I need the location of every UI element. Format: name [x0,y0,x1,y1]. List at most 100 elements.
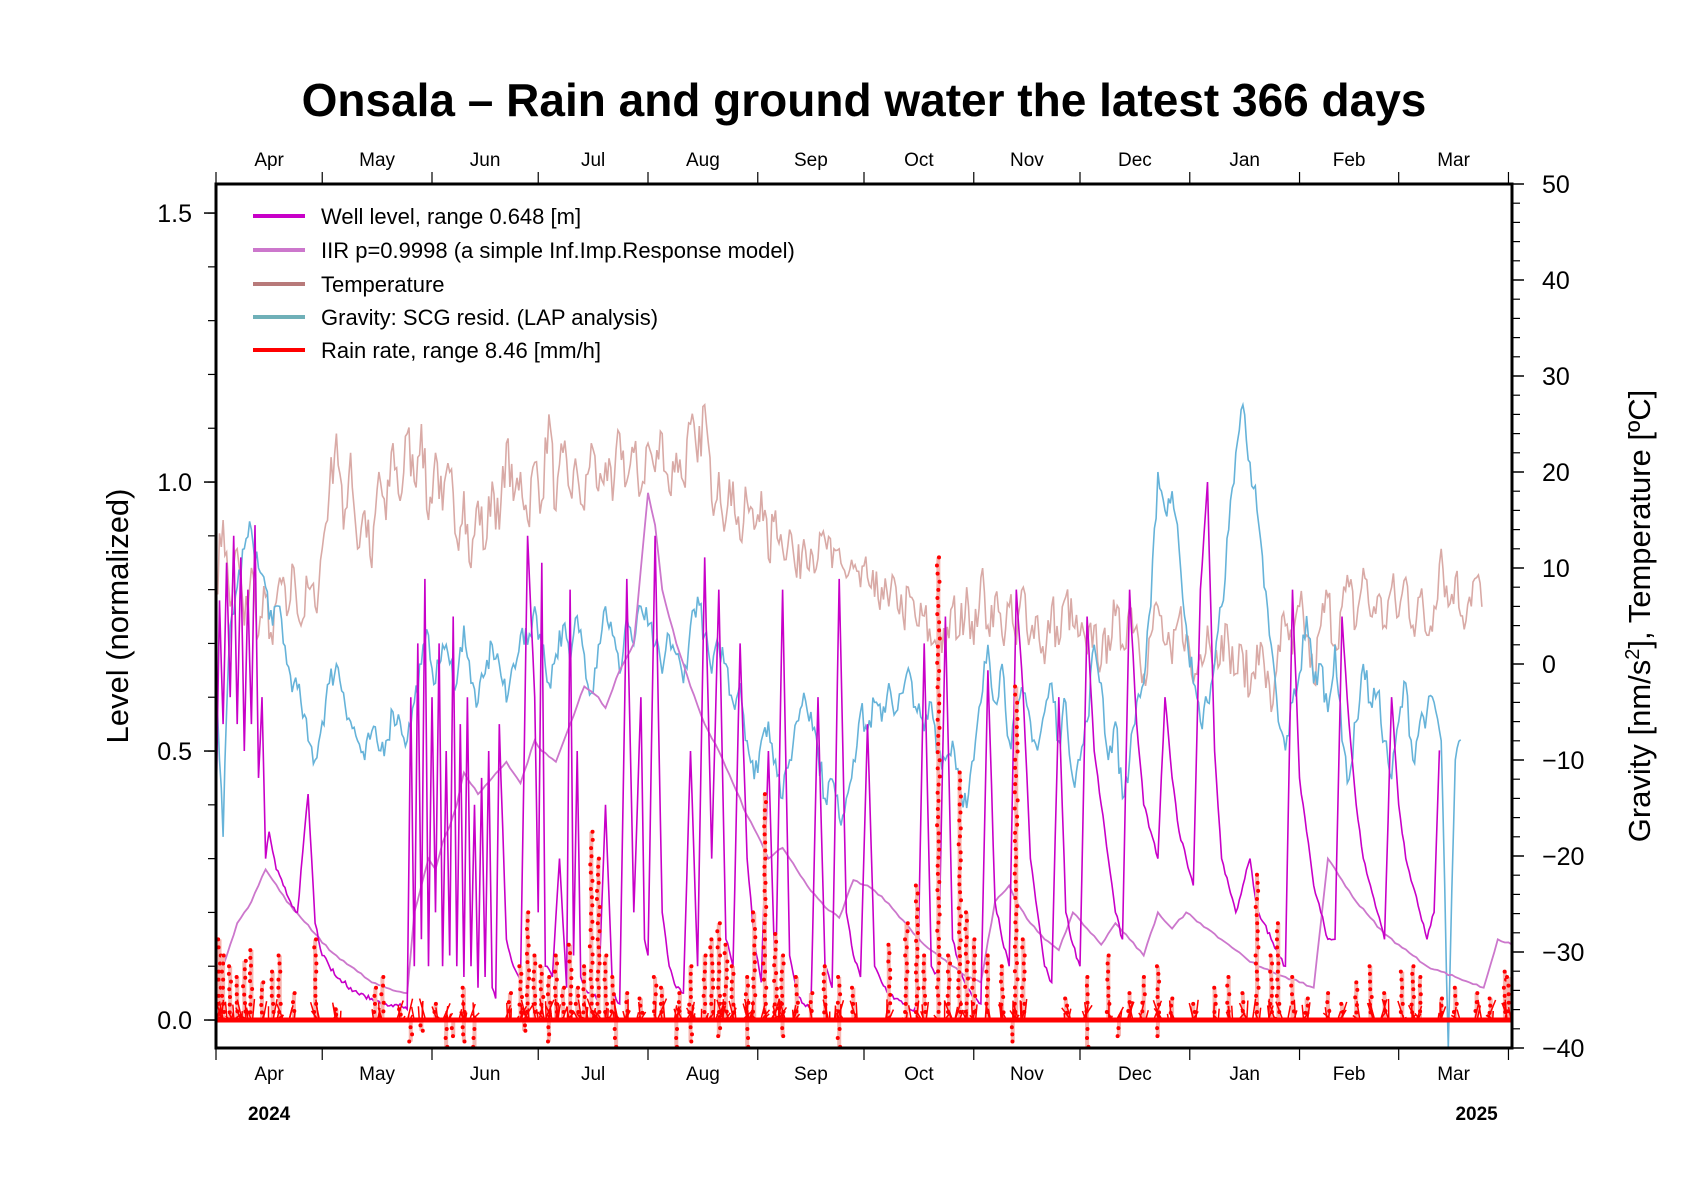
rain-point [220,993,225,998]
rain-point [1368,987,1373,992]
rain-point [1225,1000,1230,1005]
rain-point [729,987,734,992]
y2-axis-title: Gravity [nm/s2], Temperature [ºC] [1622,390,1657,843]
rain-point [837,983,842,988]
rain-point [525,935,530,940]
rain-point [935,717,940,722]
rain-point [603,993,608,998]
rain-point [1014,952,1019,957]
rain-point [935,660,940,665]
rain-point [1253,953,1258,958]
rain-point [957,970,962,975]
rain-point [936,944,941,949]
rain-point [972,937,977,942]
rain-point [701,977,706,982]
rain-point [958,810,963,815]
rain-point [957,866,962,871]
rain-spike [276,1003,284,1021]
rain-point [888,967,893,972]
rain-point [589,1001,594,1006]
rain-point [1400,985,1405,990]
rain-point [914,994,919,999]
rain-point [710,961,715,966]
rain-point [1400,1001,1405,1006]
rain-point [524,951,529,956]
rain-point [725,959,730,964]
rain-point [1326,991,1331,996]
rain-point [221,953,226,958]
rain-point [589,985,594,990]
rain-point [937,758,942,763]
rain-point [1014,961,1019,966]
rain-point [773,947,778,952]
rain-point [887,951,892,956]
x-bottom-month-label: Jul [581,1064,605,1085]
rain-point [689,964,694,969]
rain-point [247,971,252,976]
rain-point [849,985,854,990]
rain-point [689,1039,694,1044]
rain-point [904,945,909,950]
rain-point [973,993,978,998]
rain-point [764,905,769,910]
rain-point [1506,983,1511,988]
rain-point [1013,684,1018,689]
rain-point [937,620,942,625]
rain-point [1154,964,1159,969]
rain-point [936,920,941,925]
rain-point [314,961,319,966]
rain-point [1020,985,1025,990]
rain-point [1015,977,1020,982]
rain-point [905,929,910,934]
rain-point [903,977,908,982]
rain-point [1453,993,1458,998]
rain-point [676,1000,681,1005]
rain-point [248,948,253,953]
rain-point [248,963,253,968]
rain-point [604,1001,609,1006]
rain-point [589,846,594,851]
rain-point [729,979,734,984]
rain-point [234,974,239,979]
rain-point [914,938,919,943]
rain-spike [656,998,668,1021]
rain-point [1015,904,1020,909]
rain-point [596,985,601,990]
rain-point [905,969,910,974]
rain-point [1268,953,1273,958]
rain-point [963,984,968,989]
rain-point [886,959,891,964]
rain-point [525,918,530,923]
x-bottom-month-label: Feb [1333,1064,1366,1085]
rain-point [460,993,465,998]
rain-point [546,1025,551,1030]
rain-point [984,993,989,998]
rain-point [220,985,225,990]
rain-point [936,815,941,820]
rain-point [723,942,728,947]
x-bottom-month-label: Nov [1010,1064,1044,1085]
rain-point [259,1002,264,1007]
rain-point [937,953,942,958]
rain-point [1013,936,1018,941]
rain-point [888,976,893,981]
rain-point [914,978,919,983]
y2-tick-label: −20 [1542,843,1584,871]
rain-point [612,1026,617,1031]
rain-point [538,987,543,992]
rain-point [379,992,384,997]
rain-point [1410,979,1415,984]
rain-point [964,1001,969,1006]
rain-point [259,987,264,992]
rain-point [372,1001,377,1006]
rain-point [381,1009,386,1014]
rain-point [590,919,595,924]
rain-point [595,977,600,982]
x-top-month-label: Apr [254,150,284,171]
y2-tick-label: 50 [1542,171,1570,199]
rain-point [531,985,536,990]
rain-point [717,921,722,926]
rain-point [752,951,757,956]
rain-point [243,975,248,980]
x-top-month-label: Jun [470,150,501,171]
